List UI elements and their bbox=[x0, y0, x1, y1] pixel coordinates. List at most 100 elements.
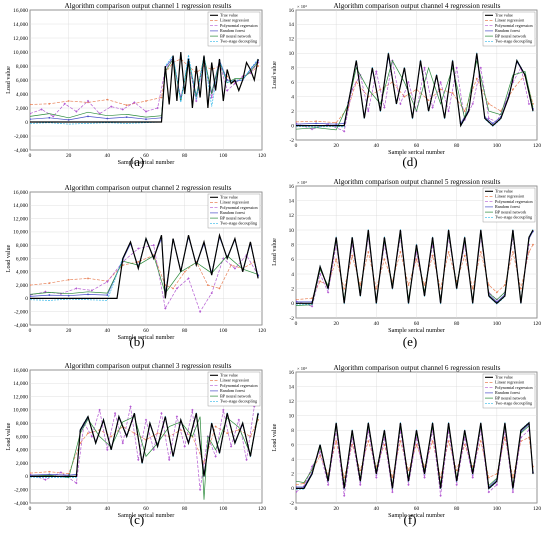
legend-label: Polynomial regression bbox=[495, 385, 533, 390]
data-point bbox=[98, 112, 101, 115]
data-point bbox=[164, 307, 167, 310]
data-point bbox=[512, 476, 514, 479]
legend-label: True value bbox=[495, 375, 513, 380]
data-point bbox=[87, 293, 89, 296]
y-tick-label: 0 bbox=[291, 486, 294, 492]
data-point bbox=[399, 251, 402, 253]
data-point bbox=[125, 116, 128, 118]
data-point bbox=[296, 486, 297, 488]
y-tick-label: 2 bbox=[291, 472, 294, 478]
data-point bbox=[106, 98, 109, 101]
legend-label: Random forest bbox=[495, 390, 521, 395]
y-tick-label: 2,000 bbox=[16, 106, 28, 112]
x-axis-label: Sample serical number bbox=[388, 149, 445, 156]
chart-title: Algorithm comparison output channel 5 re… bbox=[334, 178, 501, 186]
x-axis-label: Sample serical number bbox=[388, 327, 445, 334]
data-point bbox=[67, 119, 70, 121]
data-point bbox=[375, 476, 378, 479]
y-tick-label: 2,000 bbox=[16, 461, 28, 467]
y-tick-label: 4,000 bbox=[16, 270, 28, 276]
series-line bbox=[30, 416, 259, 500]
data-point bbox=[296, 300, 297, 303]
x-axis-label: Sample serical number bbox=[388, 512, 445, 519]
chart-panel-3: -4,000 -2,000 0 2,000 4,000 6,000 8,000 10,000 1… bbox=[5, 362, 266, 527]
series-line bbox=[30, 406, 255, 490]
x-tick-label: 60 bbox=[414, 506, 420, 512]
data-point bbox=[431, 106, 434, 109]
data-point bbox=[229, 445, 233, 448]
data-point bbox=[335, 123, 338, 126]
series-line bbox=[30, 419, 259, 475]
y-tick-label: 16,000 bbox=[13, 8, 28, 14]
y-tick-label: 14 bbox=[289, 22, 295, 28]
x-tick-label: 100 bbox=[493, 506, 501, 512]
legend-label: BP neural network bbox=[220, 215, 252, 220]
data-point bbox=[335, 440, 338, 443]
data-point bbox=[375, 70, 378, 73]
data-point bbox=[479, 440, 482, 443]
data-point bbox=[439, 476, 442, 479]
legend-label: Two-stage decoupling bbox=[495, 39, 533, 44]
chart-title: Algorithm comparison output channel 1 re… bbox=[65, 2, 232, 10]
data-point bbox=[156, 106, 159, 110]
data-point bbox=[303, 482, 305, 485]
data-point bbox=[296, 298, 297, 301]
y-tick-label: 6,000 bbox=[16, 256, 28, 262]
series-true-value bbox=[30, 51, 259, 123]
y-tick-label: 12,000 bbox=[13, 216, 28, 222]
y-axis-label: Load value bbox=[5, 422, 12, 450]
data-point bbox=[326, 483, 330, 487]
data-point bbox=[237, 428, 240, 431]
legend-box bbox=[207, 193, 261, 229]
data-point bbox=[113, 412, 117, 415]
legend-label: Linear regression bbox=[495, 380, 525, 385]
x-tick-label: 60 bbox=[143, 328, 149, 334]
y-tick-label: 6,000 bbox=[16, 434, 28, 440]
data-point bbox=[30, 295, 31, 298]
legend-label: Linear regression bbox=[495, 194, 525, 199]
legend-box bbox=[207, 371, 261, 407]
data-point bbox=[144, 110, 148, 113]
legend-label: BP neural network bbox=[495, 395, 527, 400]
y-multiplier: × 10³ bbox=[297, 4, 307, 9]
legend-label: Two-stage decoupling bbox=[220, 399, 258, 404]
data-point bbox=[447, 251, 450, 253]
y-tick-label: 14 bbox=[289, 384, 295, 390]
y-tick-label: 8 bbox=[291, 242, 294, 248]
data-point bbox=[137, 458, 140, 461]
x-tick-label: 0 bbox=[29, 328, 32, 334]
panel-label: (d) bbox=[402, 154, 417, 169]
x-tick-label: 20 bbox=[66, 328, 72, 334]
y-axis-label: Load value bbox=[271, 61, 278, 89]
y-tick-label: 8,000 bbox=[16, 421, 28, 427]
y-tick-label: 10,000 bbox=[13, 230, 28, 236]
data-point bbox=[351, 254, 354, 257]
y-tick-label: 16 bbox=[289, 184, 295, 190]
y-tick-label: 12,000 bbox=[13, 36, 28, 42]
data-point bbox=[152, 244, 155, 247]
legend-label: Polynomial regression bbox=[220, 383, 258, 388]
y-tick-label: 4 bbox=[291, 94, 294, 100]
data-point bbox=[463, 254, 466, 257]
y-tick-label: 14,000 bbox=[13, 203, 28, 209]
x-tick-label: 80 bbox=[454, 506, 460, 512]
y-tick-label: 6 bbox=[291, 257, 294, 263]
data-point bbox=[439, 494, 442, 497]
data-point bbox=[415, 443, 418, 446]
data-point bbox=[30, 103, 31, 106]
data-point bbox=[48, 102, 51, 105]
data-point bbox=[399, 102, 402, 106]
data-point bbox=[351, 443, 354, 446]
legend-label: Linear regression bbox=[220, 18, 250, 23]
data-point bbox=[403, 95, 406, 98]
data-point bbox=[407, 284, 410, 286]
data-point bbox=[439, 81, 442, 84]
x-tick-label: 40 bbox=[374, 143, 380, 149]
x-tick-label: 0 bbox=[295, 321, 298, 327]
data-point bbox=[110, 105, 113, 108]
series-true-value bbox=[30, 413, 259, 477]
x-tick-label: 60 bbox=[143, 153, 149, 159]
data-point bbox=[145, 100, 147, 102]
